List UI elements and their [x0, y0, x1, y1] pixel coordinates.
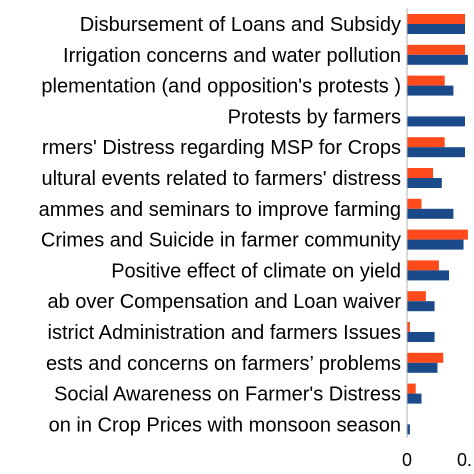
category-label: istrict Administration and farmers Issue… — [48, 322, 401, 344]
category-labels: Disbursement of Loans and Subsidy Irrigat… — [39, 14, 402, 436]
bar-blue — [407, 332, 435, 342]
bar-orange — [407, 352, 444, 363]
bar-blue — [407, 54, 468, 65]
category-label: Disbursement of Loans and Subsidy — [80, 14, 401, 36]
category-label: Irrigation concerns and water pollution — [63, 45, 401, 67]
x-tick-label: 0. — [457, 450, 472, 470]
category-label: rmers' Distress regarding MSP for Crops — [42, 137, 401, 159]
bar-blue — [407, 270, 450, 281]
bar-orange — [407, 198, 422, 209]
category-label: Social Awareness on Farmer's Distress — [54, 384, 401, 406]
category-label: ultural events related to farmers' distr… — [41, 168, 401, 190]
category-label: on in Crop Prices with monsoon season — [49, 414, 401, 436]
x-tick-label: 0 — [402, 450, 412, 470]
bar-orange — [407, 168, 434, 178]
bar-blue — [407, 85, 454, 96]
category-label: ammes and seminars to improve farming — [39, 199, 401, 221]
bar-blue — [407, 362, 438, 373]
category-label: ests and concerns on farmers’ problems — [46, 353, 401, 375]
bar-blue — [407, 208, 454, 219]
bar-blue — [407, 24, 465, 34]
bar-blue — [407, 178, 442, 188]
bar-orange — [407, 44, 465, 55]
bars — [407, 14, 468, 435]
bar-blue — [407, 147, 465, 158]
bar-orange — [407, 137, 445, 148]
bar-orange — [407, 383, 416, 394]
category-label: Crimes and Suicide in farmer community — [41, 230, 401, 252]
bar-orange — [407, 14, 465, 24]
bar-orange — [407, 291, 426, 302]
category-label: Protests by farmers — [228, 106, 401, 128]
bar-orange — [407, 75, 445, 86]
bar-blue — [407, 393, 422, 404]
bar-blue — [407, 301, 435, 312]
x-axis-ticks: 0 0. — [402, 450, 472, 470]
category-label: ab over Compensation and Loan waiver — [47, 291, 401, 313]
bar-blue — [407, 116, 465, 127]
category-label: plementation (and opposition's protests … — [41, 76, 401, 98]
bar-orange — [407, 260, 439, 271]
bar-orange — [407, 229, 468, 240]
bar-blue — [407, 424, 410, 435]
bar-blue — [407, 239, 464, 250]
bar-orange — [407, 322, 410, 332]
category-label: Positive effect of climate on yield — [111, 260, 401, 282]
